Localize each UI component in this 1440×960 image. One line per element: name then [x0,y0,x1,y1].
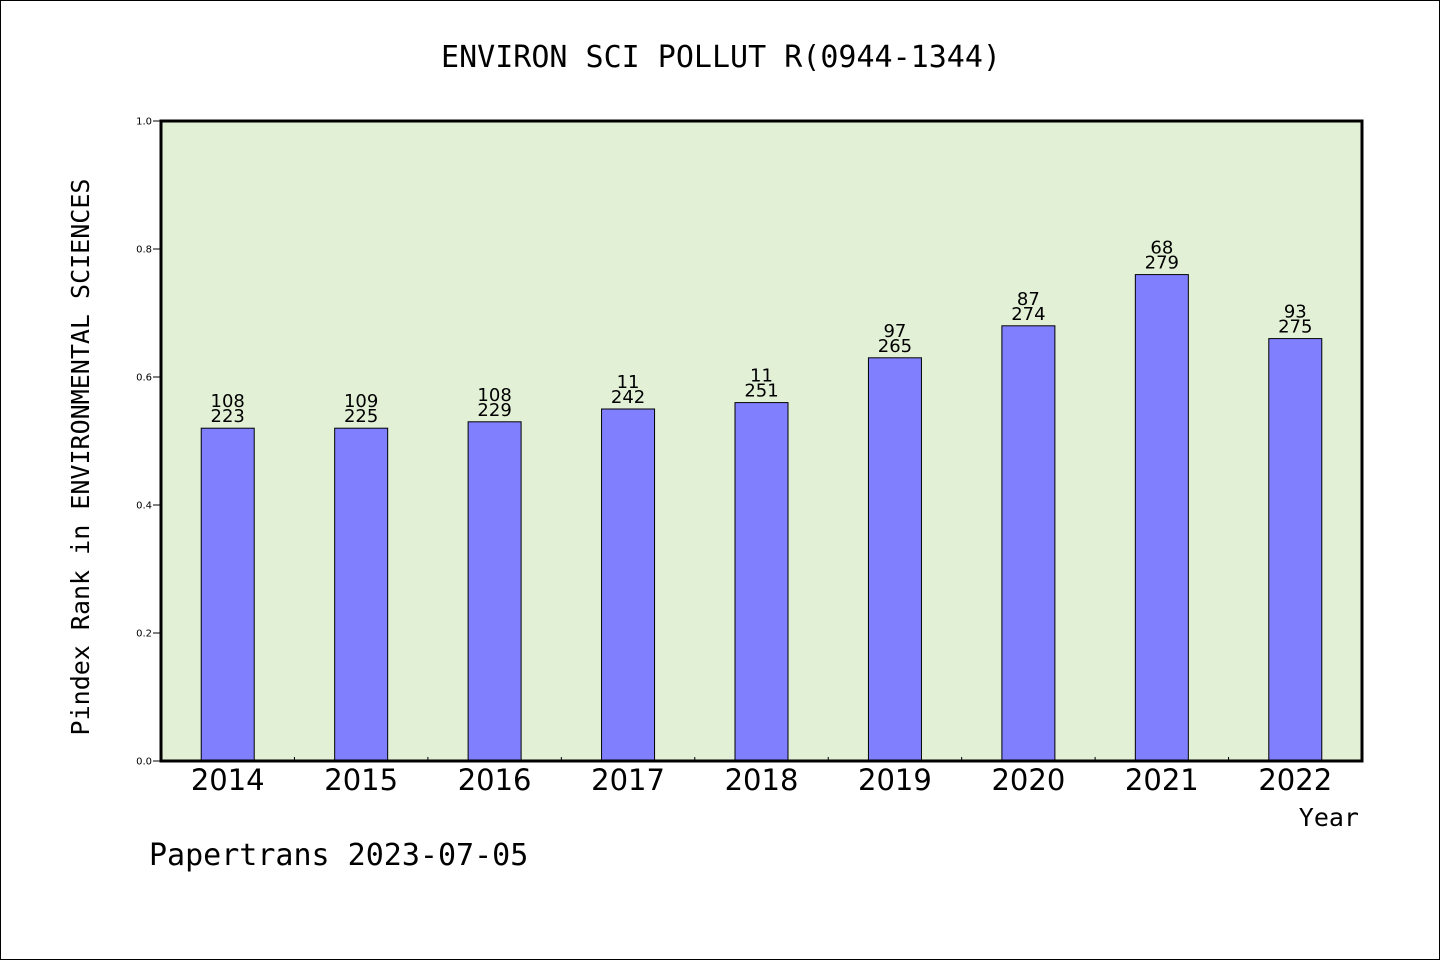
y-tick-label: 0.8 [136,245,152,256]
y-axis: 0.0 0.2 0.4 0.6 0.8 1.0 [136,117,161,768]
bar-rank-label: 68 [1150,238,1173,259]
bar-2017 [601,408,656,762]
bar-total-label: 265 [878,336,912,357]
bar-rank-label: 11 [617,372,640,393]
bar-total-label: 251 [744,381,778,402]
bar-2015 [334,427,389,762]
x-tick-label: 2018 [725,763,799,797]
bar-rank-label: 93 [1284,302,1307,323]
bar-2021 [1134,274,1189,762]
bar-total-label: 225 [344,406,378,427]
x-tick-label: 2019 [858,763,932,797]
bar-total-label: 275 [1278,317,1312,338]
bar-2022 [1268,338,1323,762]
bar-total-label: 229 [477,400,511,421]
y-tick-label: 1.0 [136,117,152,128]
bar-total-label: 242 [611,387,645,408]
bar-2019 [867,357,922,762]
x-tick-label: 2015 [324,763,398,797]
bar-rank-label: 108 [211,391,245,412]
bar-rank-label: 11 [750,366,773,387]
bar-2014 [200,427,255,762]
x-tick-label: 2021 [1125,763,1199,797]
x-tick-label: 2020 [991,763,1065,797]
bars-group: 1082231092251082291124211251972658727468… [200,238,1323,762]
footer-text: Papertrans 2023-07-05 [149,838,528,873]
bar-rank-label: 108 [477,385,511,406]
x-tick-label: 2014 [191,763,265,797]
bar-total-label: 223 [211,406,245,427]
y-tick-label: 0.6 [136,373,152,384]
bar-2020 [1001,325,1056,762]
bar-rank-label: 87 [1017,289,1040,310]
bar-2018 [734,402,789,762]
x-axis: 2014 2015 2016 2017 2018 2019 2020 2021 2022 [191,757,1332,797]
y-tick-label: 0.2 [136,629,152,640]
y-tick-label: 0.0 [136,757,152,768]
y-axis-label: Pindex Rank in ENVIRONMENTAL SCIENCES [66,179,95,736]
bar-total-label: 279 [1145,253,1179,274]
x-tick-label: 2017 [591,763,665,797]
bar-total-label: 274 [1011,304,1045,325]
y-tick-label: 0.4 [136,501,152,512]
plot-frame [159,119,1364,763]
bar-rank-label: 97 [883,321,906,342]
x-axis-label: Year [1299,803,1359,832]
x-tick-label: 2022 [1258,763,1332,797]
x-tick-label: 2016 [458,763,532,797]
chart-title: ENVIRON SCI POLLUT R(0944-1344) [441,40,1001,75]
bar-2016 [467,421,522,762]
bar-rank-label: 109 [344,391,378,412]
